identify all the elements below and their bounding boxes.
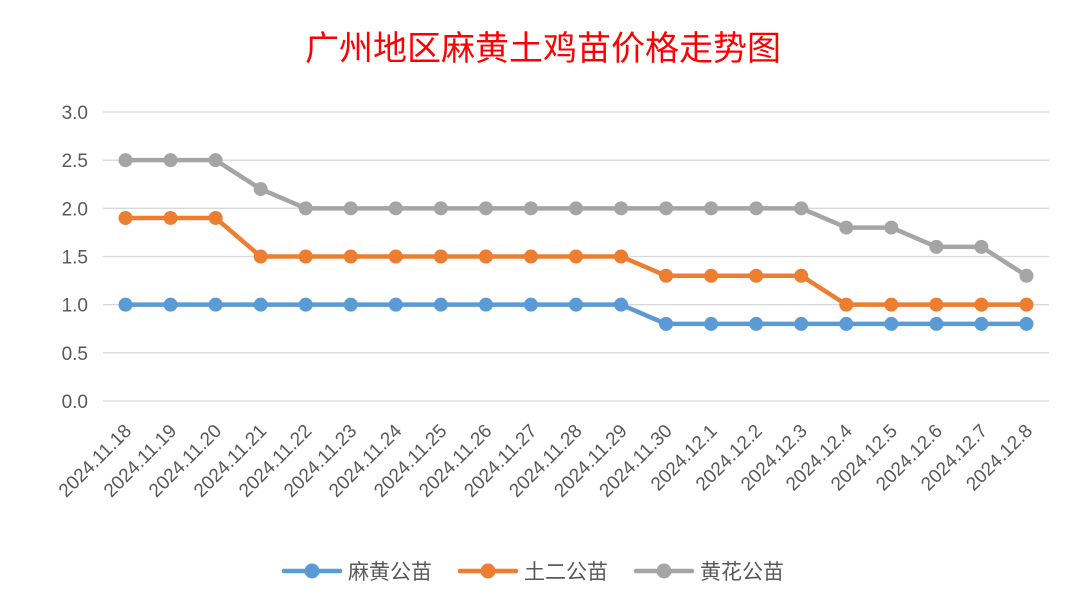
data-point bbox=[884, 316, 899, 331]
data-point bbox=[659, 201, 674, 216]
data-point bbox=[749, 201, 764, 216]
legend-swatch-marker bbox=[480, 563, 496, 579]
data-point bbox=[208, 210, 223, 225]
legend-label: 土二公苗 bbox=[524, 560, 608, 584]
data-point bbox=[974, 297, 989, 312]
data-point bbox=[118, 297, 133, 312]
data-point bbox=[839, 297, 854, 312]
data-point bbox=[208, 297, 223, 312]
series-lines bbox=[118, 153, 1034, 331]
data-point bbox=[163, 297, 178, 312]
data-point bbox=[704, 201, 719, 216]
data-point bbox=[794, 316, 809, 331]
y-tick-label: 0.0 bbox=[62, 392, 88, 413]
data-point bbox=[929, 297, 944, 312]
data-point bbox=[388, 201, 403, 216]
data-point bbox=[749, 316, 764, 331]
data-point bbox=[478, 201, 493, 216]
y-tick-label: 0.5 bbox=[62, 344, 88, 365]
data-point bbox=[298, 297, 313, 312]
data-point bbox=[298, 249, 313, 264]
data-point bbox=[974, 239, 989, 254]
y-tick-label: 1.5 bbox=[62, 248, 88, 269]
data-point bbox=[929, 239, 944, 254]
data-point bbox=[118, 210, 133, 225]
data-point bbox=[614, 201, 629, 216]
data-point bbox=[343, 249, 358, 264]
data-point bbox=[253, 182, 268, 197]
series-3 bbox=[118, 153, 1034, 283]
chart-title: 广州地区麻黄土鸡苗价格走势图 bbox=[305, 29, 781, 69]
data-point bbox=[343, 201, 358, 216]
data-point bbox=[433, 249, 448, 264]
data-point bbox=[569, 297, 583, 312]
data-point bbox=[929, 316, 944, 331]
data-point bbox=[794, 201, 809, 216]
y-tick-label: 2.5 bbox=[62, 151, 88, 172]
data-point bbox=[659, 268, 674, 283]
data-point bbox=[614, 297, 629, 312]
data-point bbox=[523, 249, 538, 264]
data-point bbox=[1019, 297, 1034, 312]
data-point bbox=[253, 297, 268, 312]
data-point bbox=[704, 268, 719, 283]
legend-item: 土二公苗 bbox=[457, 560, 608, 584]
data-point bbox=[749, 268, 764, 283]
legend-label: 黄花公苗 bbox=[700, 560, 784, 584]
data-point bbox=[1019, 316, 1034, 331]
data-point bbox=[974, 316, 989, 331]
data-point bbox=[163, 210, 178, 225]
data-point bbox=[298, 201, 313, 216]
legend-item: 黄花公苗 bbox=[633, 560, 784, 584]
data-point bbox=[523, 201, 538, 216]
data-point bbox=[118, 153, 133, 168]
data-point bbox=[794, 268, 809, 283]
data-point bbox=[659, 316, 674, 331]
data-point bbox=[433, 297, 448, 312]
data-point bbox=[208, 153, 223, 168]
data-point bbox=[478, 249, 493, 264]
y-tick-label: 3.0 bbox=[62, 103, 88, 124]
legend-swatch-marker bbox=[656, 563, 672, 579]
y-tick-label: 1.0 bbox=[62, 296, 88, 317]
data-point bbox=[343, 297, 358, 312]
data-point bbox=[1019, 268, 1034, 283]
data-point bbox=[614, 249, 629, 264]
data-point bbox=[388, 249, 403, 264]
series-2 bbox=[118, 210, 1034, 312]
data-point bbox=[569, 249, 583, 264]
y-axis-ticks: 0.0 0.5 1.0 1.5 2.0 2.5 3.0 bbox=[62, 103, 88, 413]
legend: 麻黄公苗 土二公苗 黄花公苗 bbox=[281, 560, 784, 584]
data-point bbox=[704, 316, 719, 331]
series-1 bbox=[118, 297, 1034, 331]
legend-label: 麻黄公苗 bbox=[348, 560, 432, 584]
data-point bbox=[884, 297, 899, 312]
y-tick-label: 2.0 bbox=[62, 199, 88, 220]
x-axis-ticks: 2024.11.182024.11.192024.11.202024.11.21… bbox=[55, 420, 1037, 501]
data-point bbox=[839, 316, 854, 331]
data-point bbox=[523, 297, 538, 312]
data-point bbox=[569, 201, 583, 216]
data-point bbox=[388, 297, 403, 312]
data-point bbox=[253, 249, 268, 264]
legend-item: 麻黄公苗 bbox=[281, 560, 432, 584]
data-point bbox=[839, 220, 854, 235]
data-point bbox=[433, 201, 448, 216]
legend-swatch-marker bbox=[304, 563, 320, 579]
data-point bbox=[163, 153, 178, 168]
data-point bbox=[478, 297, 493, 312]
data-point bbox=[884, 220, 899, 235]
